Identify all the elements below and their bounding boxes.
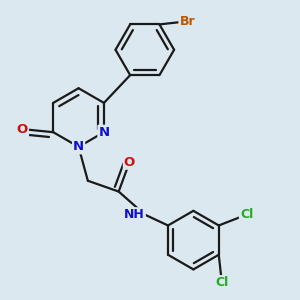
- Text: N: N: [98, 126, 110, 139]
- Text: N: N: [73, 140, 84, 153]
- Text: O: O: [124, 156, 135, 169]
- Text: Cl: Cl: [240, 208, 253, 221]
- Text: Br: Br: [179, 15, 195, 28]
- Text: Cl: Cl: [215, 276, 229, 289]
- Text: O: O: [17, 123, 28, 136]
- Text: NH: NH: [124, 208, 145, 221]
